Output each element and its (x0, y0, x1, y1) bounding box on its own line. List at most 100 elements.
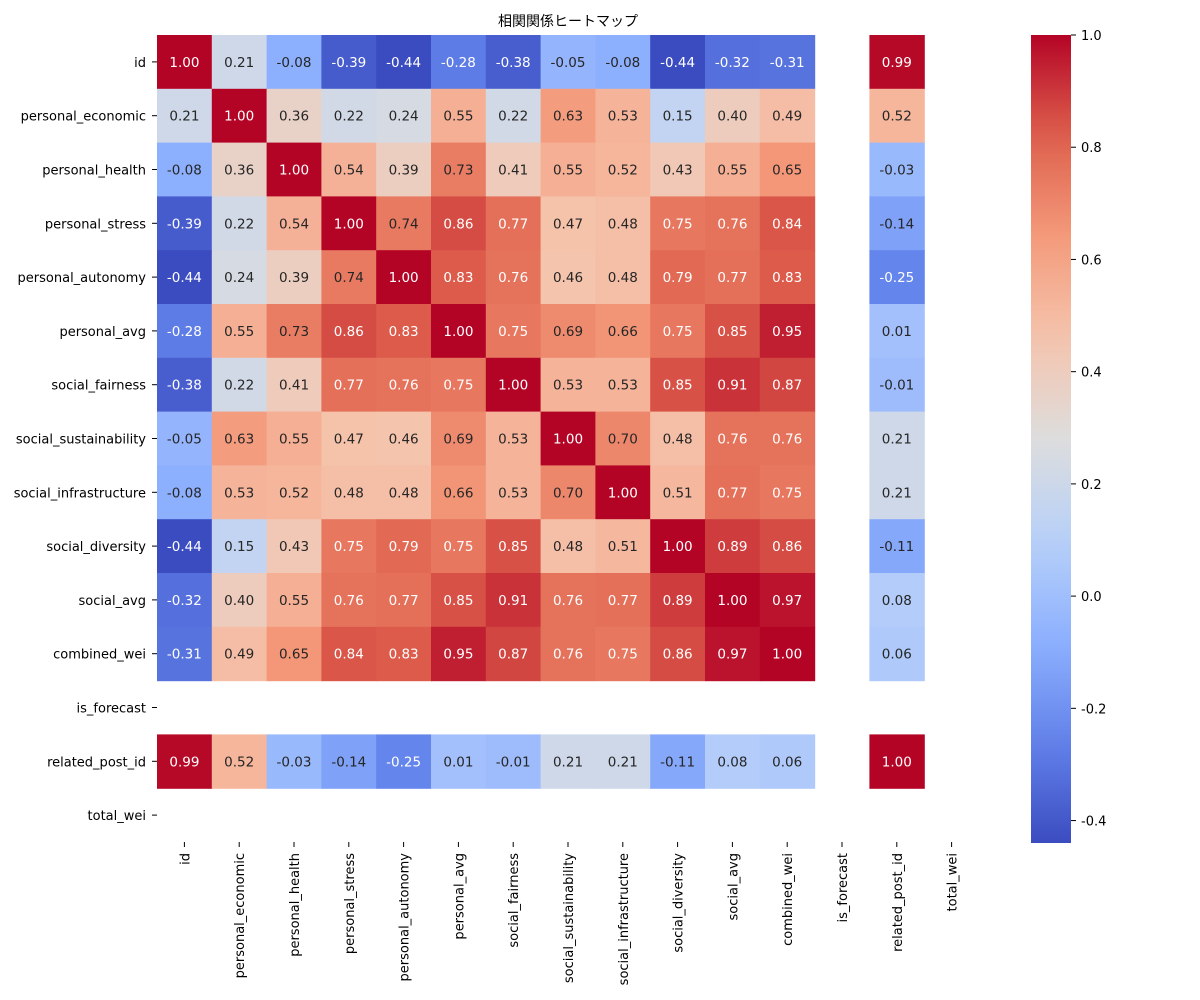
cell-value-label: 1.00 (389, 270, 419, 286)
heatmap-cell-social_sustainability-combined_wei (759, 411, 816, 466)
heatmap-cell-social_fairness-personal_avg (431, 357, 487, 413)
cell-value-label: 0.69 (553, 324, 583, 340)
heatmap-cell-personal_economic-related_post_id (869, 88, 925, 144)
cell-value-label: 0.65 (279, 647, 309, 663)
heatmap-cell-combined_wei-social_fairness (485, 626, 542, 682)
x-tick-label: is_forecast (836, 853, 851, 922)
heatmap-cell-id-social_sustainability (540, 35, 596, 90)
cell-value-label: 0.66 (443, 485, 473, 501)
heatmap-cell-social_avg-social_diversity (650, 573, 706, 628)
cell-value-label: 0.74 (334, 270, 364, 286)
x-tick-label: social_avg (726, 853, 741, 920)
cell-value-label: 0.87 (498, 647, 528, 663)
heatmap-cell-personal_economic-id (157, 88, 213, 144)
cell-value-label: 1.00 (279, 163, 309, 179)
heatmap-cell-id-social_avg (705, 35, 761, 90)
cell-value-label: 0.48 (389, 485, 419, 501)
heatmap-cell-related_post_id-social_sustainability (540, 734, 596, 789)
cell-value-label: -0.01 (496, 754, 531, 770)
heatmap-cell-id-personal_health (266, 35, 322, 90)
heatmap-cell-related_post_id-personal_stress (321, 734, 377, 789)
x-tick-label: id (178, 853, 193, 865)
y-tick-label: social_diversity (46, 540, 146, 555)
heatmap-cell-related_post_id-personal_autonomy (376, 734, 432, 789)
cell-value-label: 0.99 (882, 55, 912, 71)
heatmap-cell-social_fairness-social_fairness (485, 357, 542, 413)
heatmap-cell-social_sustainability-personal_stress (321, 411, 377, 466)
heatmap-cell-social_infrastructure-social_sustainability (540, 465, 596, 520)
heatmap-cell-personal_health-id (157, 142, 213, 197)
heatmap-cell-personal_economic-social_sustainability (540, 88, 596, 144)
cell-value-label: -0.14 (331, 754, 366, 770)
heatmap-cell-social_avg-social_infrastructure (595, 573, 651, 628)
cell-value-label: 0.70 (553, 485, 583, 501)
heatmap-cell-social_avg-personal_stress (321, 573, 377, 628)
y-tick-label: id (134, 56, 146, 71)
cell-value-label: -0.03 (879, 163, 914, 179)
cell-value-label: 0.86 (772, 539, 802, 555)
cell-value-label: 0.84 (772, 216, 802, 232)
heatmap-cell-personal_autonomy-combined_wei (759, 250, 816, 305)
heatmap-cell-social_infrastructure-personal_health (266, 465, 322, 520)
heatmap-cell-social_diversity-personal_autonomy (376, 519, 432, 574)
heatmap-cell-personal_health-combined_wei (759, 142, 816, 197)
heatmap-cell-personal_health-social_diversity (650, 142, 706, 197)
cell-value-label: 0.21 (882, 432, 912, 448)
heatmap-cell-personal_avg-personal_autonomy (376, 304, 432, 359)
cell-value-label: 0.55 (224, 324, 254, 340)
heatmap-cell-social_diversity-social_infrastructure (595, 519, 651, 574)
x-tick-label: combined_wei (781, 853, 796, 946)
cell-value-label: 0.77 (389, 593, 419, 609)
cell-value-label: -0.03 (277, 754, 312, 770)
heatmap-cell-social_avg-social_avg (705, 573, 761, 628)
cell-value-label: -0.31 (167, 647, 202, 663)
heatmap-cell-personal_autonomy-personal_economic (211, 250, 268, 305)
heatmap-cell-personal_health-personal_health (266, 142, 322, 197)
cell-value-label: 0.39 (389, 163, 419, 179)
heatmap-cell-social_sustainability-personal_economic (211, 411, 268, 466)
heatmap-cell-social_avg-combined_wei (759, 573, 816, 628)
cell-value-label: 0.48 (553, 539, 583, 555)
heatmap-cell-personal_avg-personal_health (266, 304, 322, 359)
cell-value-label: 0.53 (498, 432, 528, 448)
heatmap-cell-personal_economic-personal_stress (321, 88, 377, 144)
colorbar-tick-label: 1.0 (1081, 29, 1102, 44)
heatmap-cell-combined_wei-social_sustainability (540, 626, 596, 682)
heatmap-cell-social_infrastructure-social_diversity (650, 465, 706, 520)
cell-value-label: 0.41 (279, 378, 309, 394)
cell-value-label: 0.75 (498, 324, 528, 340)
cell-value-label: 0.85 (443, 593, 473, 609)
cell-value-label: 1.00 (498, 378, 528, 394)
cell-value-label: 0.22 (224, 216, 254, 232)
cell-value-label: 1.00 (334, 216, 364, 232)
heatmap-cell-personal_avg-social_fairness (485, 304, 542, 359)
heatmap-cell-personal_stress-social_sustainability (540, 196, 596, 251)
heatmap-cell-social_fairness-combined_wei (759, 357, 816, 413)
cell-value-label: 0.43 (279, 539, 309, 555)
x-tick-label: personal_autonomy (398, 853, 413, 982)
cell-value-label: -0.44 (167, 270, 202, 286)
colorbar: 1.0 0.8 0.6 0.4 0.2 0.0 -0.2 -0.4 (1031, 29, 1106, 843)
cell-value-label: 0.24 (224, 270, 254, 286)
x-tick-label: related_post_id (891, 853, 906, 952)
cell-value-label: 0.75 (334, 539, 364, 555)
cell-value-label: 0.76 (553, 593, 583, 609)
heatmap-cell-personal_avg-related_post_id (869, 304, 925, 359)
cell-value-label: 0.79 (663, 270, 693, 286)
colorbar-tick-label: -0.4 (1081, 815, 1106, 830)
heatmap-cell-social_diversity-social_sustainability (540, 519, 596, 574)
cell-value-label: -0.11 (879, 539, 914, 555)
cell-value-label: -0.08 (167, 163, 202, 179)
heatmap-cell-combined_wei-social_infrastructure (595, 626, 651, 682)
heatmap-cell-social_diversity-combined_wei (759, 519, 816, 574)
cell-value-label: 0.63 (553, 109, 583, 125)
cell-value-label: 0.83 (772, 270, 802, 286)
cell-value-label: -0.14 (879, 216, 914, 232)
cell-value-label: 0.46 (553, 270, 583, 286)
heatmap-cell-id-id (157, 35, 213, 90)
cell-value-label: 0.21 (169, 109, 199, 125)
heatmap-cell-social_infrastructure-personal_avg (431, 465, 487, 520)
heatmap-cell-personal_economic-social_infrastructure (595, 88, 651, 144)
heatmap-cell-social_fairness-personal_stress (321, 357, 377, 413)
heatmap-cell-social_sustainability-social_diversity (650, 411, 706, 466)
